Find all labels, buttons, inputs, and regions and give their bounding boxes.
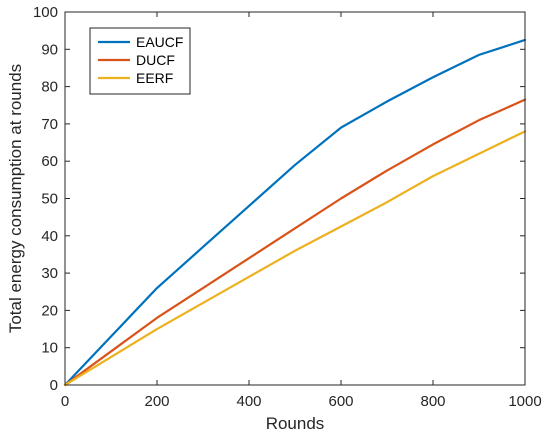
x-tick-label: 1000 [508,393,541,410]
y-tick-label: 30 [41,265,58,282]
x-tick-label: 400 [236,393,261,410]
y-tick-label: 90 [41,41,58,58]
legend: EAUCF DUCF EERF [89,27,191,95]
y-tick-label: 40 [41,228,58,245]
y-tick-label: 70 [41,116,58,133]
y-tick-label: 0 [50,377,58,394]
y-tick-label: 80 [41,79,58,96]
legend-label-eaucf: EAUCF [136,34,183,50]
y-tick-label: 10 [41,340,58,357]
x-tick-label: 0 [61,393,69,410]
axes-layer: 0 200 400 600 800 1000 0 10 20 30 40 50 60 70 80 90 100 [33,4,542,410]
y-tick-label: 100 [33,4,58,21]
y-tick-label: 60 [41,153,58,170]
x-tick-label: 600 [328,393,353,410]
series-layer [63,38,527,387]
x-tick-label: 800 [420,393,445,410]
series-line-ducf [63,98,527,387]
legend-label-eerf: EERF [136,70,173,86]
x-tick-label: 200 [144,393,169,410]
x-axis-title: Rounds [266,414,325,433]
y-tick-label: 50 [41,191,58,208]
series-line-eerf [63,130,527,387]
series-line-eaucf [63,38,527,387]
legend-label-ducf: DUCF [136,52,175,68]
y-tick-label: 20 [41,302,58,319]
y-axis-title: Total energy consumption at rounds [6,64,25,333]
